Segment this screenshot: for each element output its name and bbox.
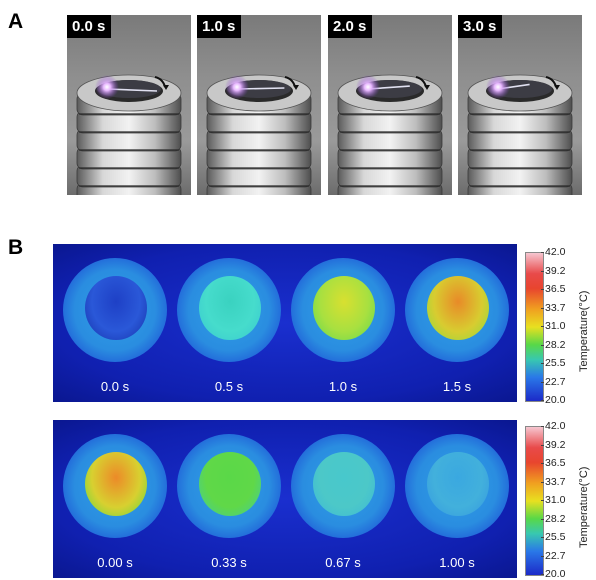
colorbar-tick-label: 22.7 bbox=[540, 549, 566, 562]
photo-frame: 0.0 s bbox=[67, 15, 191, 195]
colorbar-tick-label: 42.0 bbox=[540, 246, 566, 258]
thermal-strip-cooling: 0.00 s 0.33 s 0.67 s 1.00 s bbox=[53, 420, 517, 578]
colorbar-tick-label: 28.2 bbox=[540, 338, 566, 351]
photo-time-label: 3.0 s bbox=[458, 15, 503, 38]
colorbar-tick-label: 20.0 bbox=[540, 568, 566, 580]
panel-a-label: A bbox=[8, 10, 24, 33]
colorbar-tick-label: 20.0 bbox=[540, 394, 566, 406]
colorbar-tick-label: 33.7 bbox=[540, 475, 566, 488]
photo-time-label: 1.0 s bbox=[197, 15, 242, 38]
heated-sample bbox=[313, 276, 375, 340]
heated-sample bbox=[199, 452, 261, 516]
photo-time-label: 2.0 s bbox=[328, 15, 373, 38]
colorbar-tick-label: 36.5 bbox=[540, 283, 566, 295]
magnet-stack-illustration bbox=[206, 74, 312, 195]
colorbar-tick-label: 39.2 bbox=[540, 264, 566, 277]
photo-frame: 3.0 s bbox=[458, 15, 582, 195]
heated-sample bbox=[427, 452, 489, 516]
thermal-disc bbox=[63, 434, 167, 538]
panel-b-label: B bbox=[8, 236, 24, 259]
colorbar-tick-label: 33.7 bbox=[540, 301, 566, 314]
heated-sample bbox=[427, 276, 489, 340]
thermal-disc bbox=[405, 258, 509, 362]
thermal-time-label: 0.5 s bbox=[214, 379, 244, 394]
colorbar-tick-label: 28.2 bbox=[540, 512, 566, 525]
thermal-time-label: 0.00 s bbox=[97, 555, 133, 570]
heated-sample bbox=[85, 452, 147, 516]
thermal-time-label: 0.33 s bbox=[211, 555, 247, 570]
heated-sample bbox=[313, 452, 375, 516]
colorbar-tick-label: 25.5 bbox=[540, 357, 566, 369]
colorbar-tick-label: 31.0 bbox=[540, 494, 566, 506]
magnet-stack-illustration bbox=[467, 74, 573, 195]
colorbar-tick-label: 31.0 bbox=[540, 320, 566, 332]
thermal-time-label: 0.67 s bbox=[325, 555, 361, 570]
colorbar-cooling bbox=[525, 426, 544, 576]
colorbar-tick-label: 39.2 bbox=[540, 438, 566, 451]
photo-frame: 2.0 s bbox=[328, 15, 452, 195]
thermal-time-label: 1.5 s bbox=[442, 379, 472, 394]
thermal-disc bbox=[405, 434, 509, 538]
thermal-disc bbox=[177, 434, 281, 538]
thermal-disc bbox=[177, 258, 281, 362]
thermal-disc bbox=[291, 258, 395, 362]
colorbar-tick-label: 25.5 bbox=[540, 531, 566, 543]
colorbar-heating bbox=[525, 252, 544, 402]
thermal-disc bbox=[291, 434, 395, 538]
thermal-time-label: 1.00 s bbox=[439, 555, 475, 570]
magnet-stack-illustration bbox=[76, 74, 182, 195]
colorbar-title-heating: Temperature(°C) bbox=[578, 290, 590, 372]
photo-frame: 1.0 s bbox=[197, 15, 321, 195]
colorbar-tick-label: 22.7 bbox=[540, 375, 566, 388]
heated-sample bbox=[85, 276, 147, 340]
colorbar-title-cooling: Temperature(°C) bbox=[578, 466, 590, 548]
colorbar-tick-label: 36.5 bbox=[540, 457, 566, 469]
photo-time-label: 0.0 s bbox=[67, 15, 112, 38]
thermal-time-label: 0.0 s bbox=[100, 379, 130, 394]
thermal-strip-heating: 0.0 s 0.5 s 1.0 s 1.5 s bbox=[53, 244, 517, 402]
thermal-disc bbox=[63, 258, 167, 362]
magnet-stack-illustration bbox=[337, 74, 443, 195]
thermal-time-label: 1.0 s bbox=[328, 379, 358, 394]
heated-sample bbox=[199, 276, 261, 340]
colorbar-tick-label: 42.0 bbox=[540, 420, 566, 432]
